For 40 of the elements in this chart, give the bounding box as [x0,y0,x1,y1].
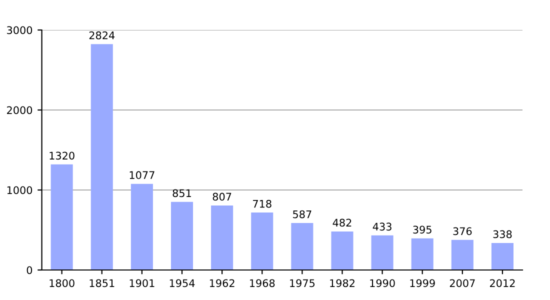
data-label: 433 [372,222,392,231]
data-label: 376 [453,227,472,236]
bar [451,240,474,270]
bar [130,184,153,270]
bar [291,223,314,270]
data-label: 395 [413,226,432,234]
x-tick-label: 1999 [410,279,435,288]
bar [251,212,274,270]
data-label: 1320 [50,152,74,160]
bar [170,202,194,270]
x-tick-label: 1851 [90,279,114,288]
bar [331,231,354,270]
data-label: 2824 [89,31,115,40]
data-label: 482 [332,218,352,227]
bar [211,205,234,270]
bar [50,164,73,270]
y-tick-label: 0 [26,266,32,274]
x-tick-label: 1800 [50,279,74,288]
data-label: 807 [212,192,232,201]
bar [411,238,434,270]
x-tick-label: 1962 [210,279,234,288]
x-tick-label: 2012 [490,279,515,288]
data-label: 338 [493,230,512,238]
data-label: 587 [293,210,312,218]
y-tick-label: 2000 [7,106,32,114]
x-tick-label: 2007 [450,279,475,288]
x-tick-label: 1954 [170,279,195,288]
bar [90,44,113,270]
bar [371,235,394,270]
y-tick-label: 3000 [7,26,32,34]
bar [491,242,514,270]
x-tick-label: 1990 [370,279,395,288]
data-label: 1077 [130,171,154,180]
x-tick-label: 1975 [290,279,315,288]
data-label: 851 [172,189,191,198]
x-tick-label: 1901 [130,279,154,288]
data-label: 718 [253,200,272,208]
x-tick-label: 1968 [250,279,275,288]
x-tick-label: 1982 [330,279,354,288]
y-tick-label: 1000 [7,186,32,194]
